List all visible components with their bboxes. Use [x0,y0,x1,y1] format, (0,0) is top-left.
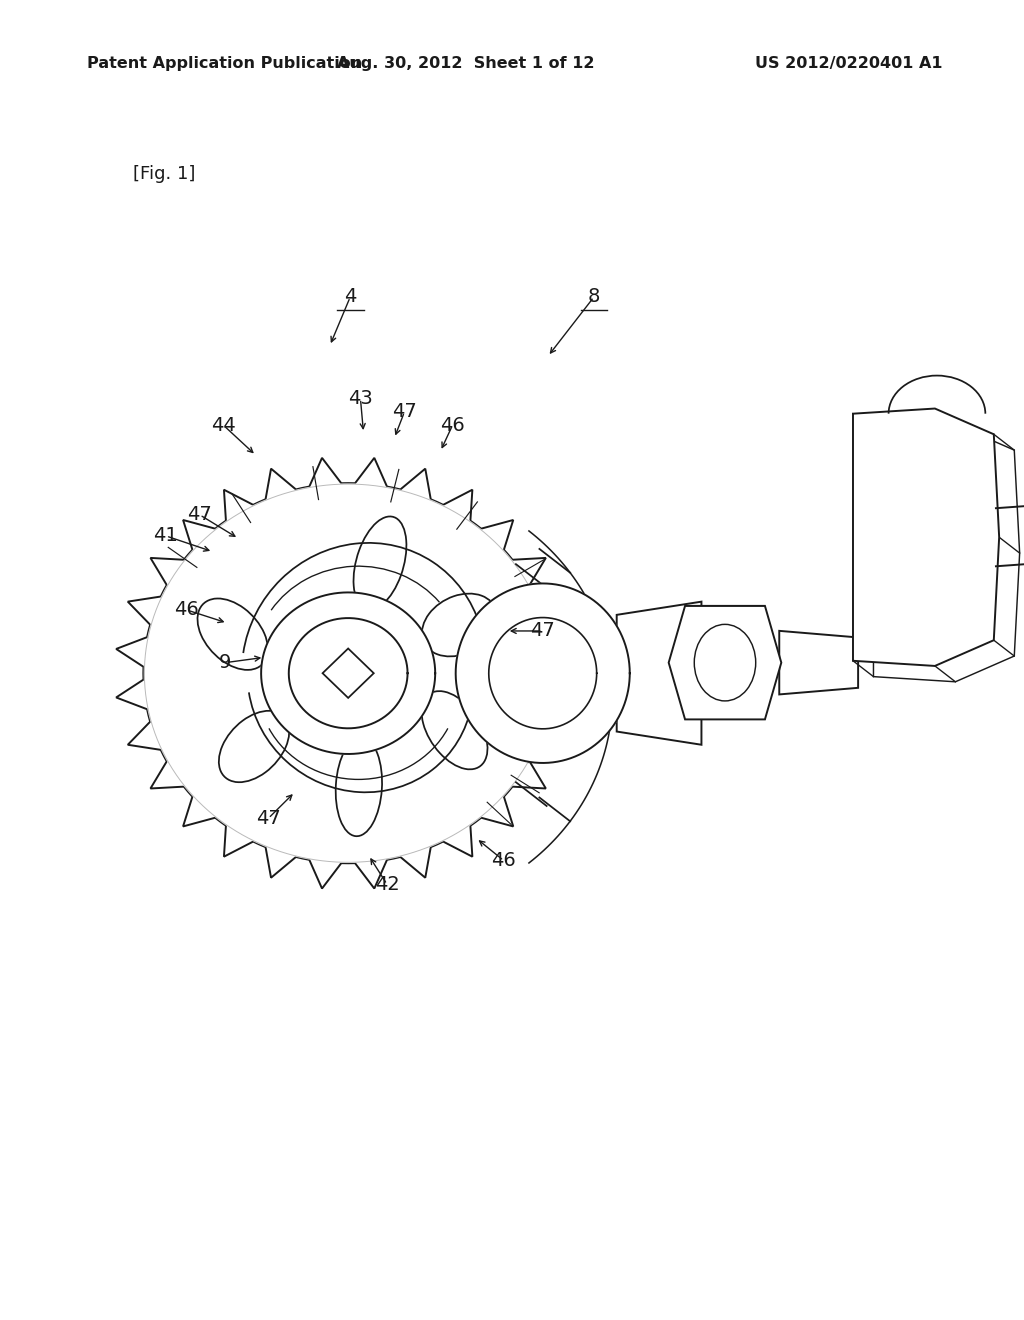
Ellipse shape [353,516,407,610]
Text: 4: 4 [344,288,356,306]
Text: 8: 8 [588,288,600,306]
Text: US 2012/0220401 A1: US 2012/0220401 A1 [755,55,942,71]
Text: 47: 47 [392,403,417,421]
Polygon shape [616,602,701,744]
Polygon shape [853,409,999,667]
Text: 47: 47 [530,622,555,640]
Polygon shape [289,618,408,729]
Text: 47: 47 [187,506,212,524]
Ellipse shape [422,692,487,770]
Polygon shape [323,648,374,698]
Text: 46: 46 [440,416,465,434]
Text: 41: 41 [154,527,178,545]
Ellipse shape [422,594,497,656]
Polygon shape [116,458,581,888]
Polygon shape [873,425,1020,682]
Text: 46: 46 [492,851,516,870]
Text: 44: 44 [211,416,236,434]
Text: 43: 43 [348,389,373,408]
Ellipse shape [336,738,382,836]
Ellipse shape [198,598,268,669]
Text: Aug. 30, 2012  Sheet 1 of 12: Aug. 30, 2012 Sheet 1 of 12 [337,55,595,71]
Polygon shape [456,583,630,763]
Ellipse shape [219,710,289,783]
Text: 47: 47 [256,809,281,828]
Text: Patent Application Publication: Patent Application Publication [87,55,362,71]
Polygon shape [779,631,858,694]
Polygon shape [144,484,552,862]
Text: 42: 42 [375,875,399,894]
Polygon shape [261,593,435,754]
Text: [Fig. 1]: [Fig. 1] [133,165,196,183]
Text: 46: 46 [174,601,199,619]
Polygon shape [669,606,781,719]
Text: 9: 9 [219,653,231,672]
